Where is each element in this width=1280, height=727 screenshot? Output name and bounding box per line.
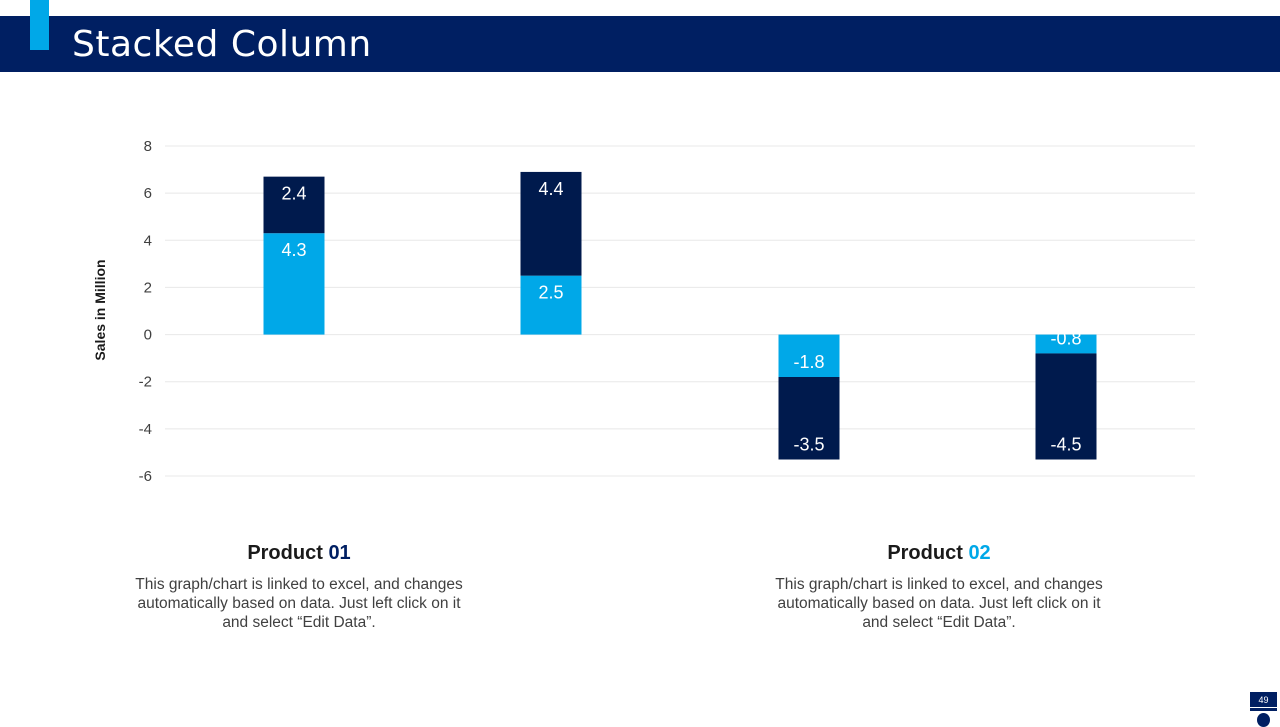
page-indicator-dot [1257,713,1270,727]
bar-col2-series-2 [520,171,582,276]
y-tick-label: 6 [144,185,152,202]
y-tick-label: -6 [139,468,152,485]
y-tick-label: 8 [144,138,152,155]
bar-col1-series-1 [263,233,325,335]
data-label: -1.8 [793,352,824,372]
y-tick-label: 4 [144,232,152,249]
product-01-description: This graph/chart is linked to excel, and… [135,576,463,631]
bar-col4-series-2 [1035,353,1097,460]
chart-y-axis-ticks: 8 6 4 2 0 -2 -4 -6 [139,138,152,485]
product-01-label: Product [247,542,323,564]
data-label: -0.8 [1050,328,1081,348]
bar-col4-series-1 [1035,334,1097,354]
y-tick-label: 0 [144,327,152,344]
chart-gridlines [165,145,1195,477]
slide-title: Stacked Column [72,24,372,65]
y-axis-label: Sales in Million [92,259,108,360]
y-tick-label: -4 [139,421,152,438]
product-02-description: This graph/chart is linked to excel, and… [775,576,1103,631]
data-label: -3.5 [793,435,824,455]
bar-col1-series-2 [263,176,325,234]
bar-col2-series-1 [520,275,582,335]
product-02-label: Product [887,542,963,564]
chart-bars [263,171,1097,460]
data-label: 2.4 [281,184,306,204]
bar-col3-series-2 [778,377,840,460]
title-bar [0,16,1280,72]
data-label: -4.5 [1050,435,1081,455]
product-02-number: 02 [968,542,991,564]
chart-data-labels: 4.3 2.4 2.5 4.4 -1.8 -3.5 -0.8 -4.5 [281,179,1081,455]
product-02-block: Product 02 This graph/chart is linked to… [769,537,1109,632]
data-label: 4.3 [281,240,306,260]
y-tick-label: -2 [139,374,152,391]
y-tick-label: 2 [144,279,152,296]
bar-col3-series-1 [778,334,840,377]
product-01-number: 01 [328,542,351,564]
product-01-block: Product 01 This graph/chart is linked to… [129,537,469,632]
title-accent-bar [30,0,49,50]
data-label: 2.5 [538,283,563,303]
data-label: 4.4 [538,179,563,199]
page-number-badge: 49 [1250,692,1277,711]
product-02-heading: Product 02 [769,537,1109,569]
product-01-heading: Product 01 [129,537,469,569]
